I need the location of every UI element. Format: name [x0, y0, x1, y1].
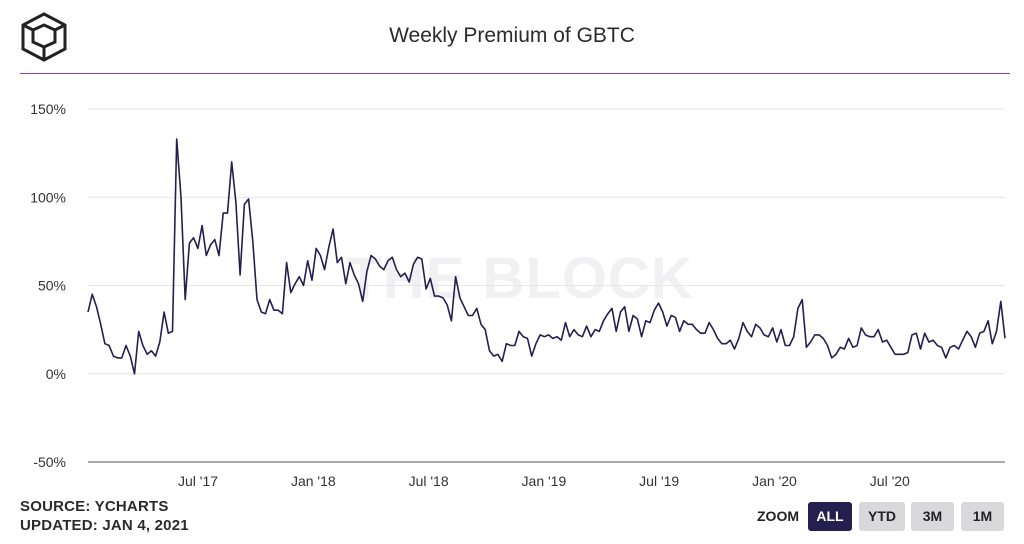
series-line	[87, 138, 1006, 375]
watermark-text: THE BLOCK	[346, 246, 693, 311]
the-block-logo-icon	[21, 12, 67, 62]
x-tick-label: Jul '18	[409, 473, 449, 489]
y-tick-label: 0%	[46, 366, 66, 382]
y-tick-label: -50%	[33, 454, 66, 470]
zoom-ytd-button[interactable]: YTD	[859, 502, 905, 531]
chart-title: Weekly Premium of GBTC	[389, 24, 635, 47]
zoom-3m-button[interactable]: 3M	[911, 502, 954, 531]
source-text: SOURCE: YCHARTS	[20, 498, 169, 515]
header-divider	[20, 73, 1010, 74]
x-tick-label: Jan '18	[291, 473, 336, 489]
updated-text: UPDATED: JAN 4, 2021	[20, 517, 189, 534]
x-tick-label: Jan '19	[522, 473, 567, 489]
source-block: SOURCE: YCHARTS UPDATED: JAN 4, 2021	[20, 497, 189, 535]
zoom-label: ZOOM	[757, 508, 799, 524]
y-tick-label: 100%	[30, 189, 66, 205]
y-tick-label: 150%	[30, 101, 66, 117]
zoom-all-button[interactable]: ALL	[808, 502, 852, 531]
x-tick-label: Jul '17	[178, 473, 218, 489]
premium-line-chart: THE BLOCK 150% 100% 50% 0% -50% Jul '17 Jan '…	[30, 101, 1006, 489]
x-tick-label: Jul '20	[870, 473, 910, 489]
x-tick-label: Jul '19	[639, 473, 679, 489]
y-tick-label: 50%	[38, 278, 66, 294]
x-tick-label: Jan '20	[752, 473, 797, 489]
zoom-1m-button[interactable]: 1M	[961, 502, 1004, 531]
